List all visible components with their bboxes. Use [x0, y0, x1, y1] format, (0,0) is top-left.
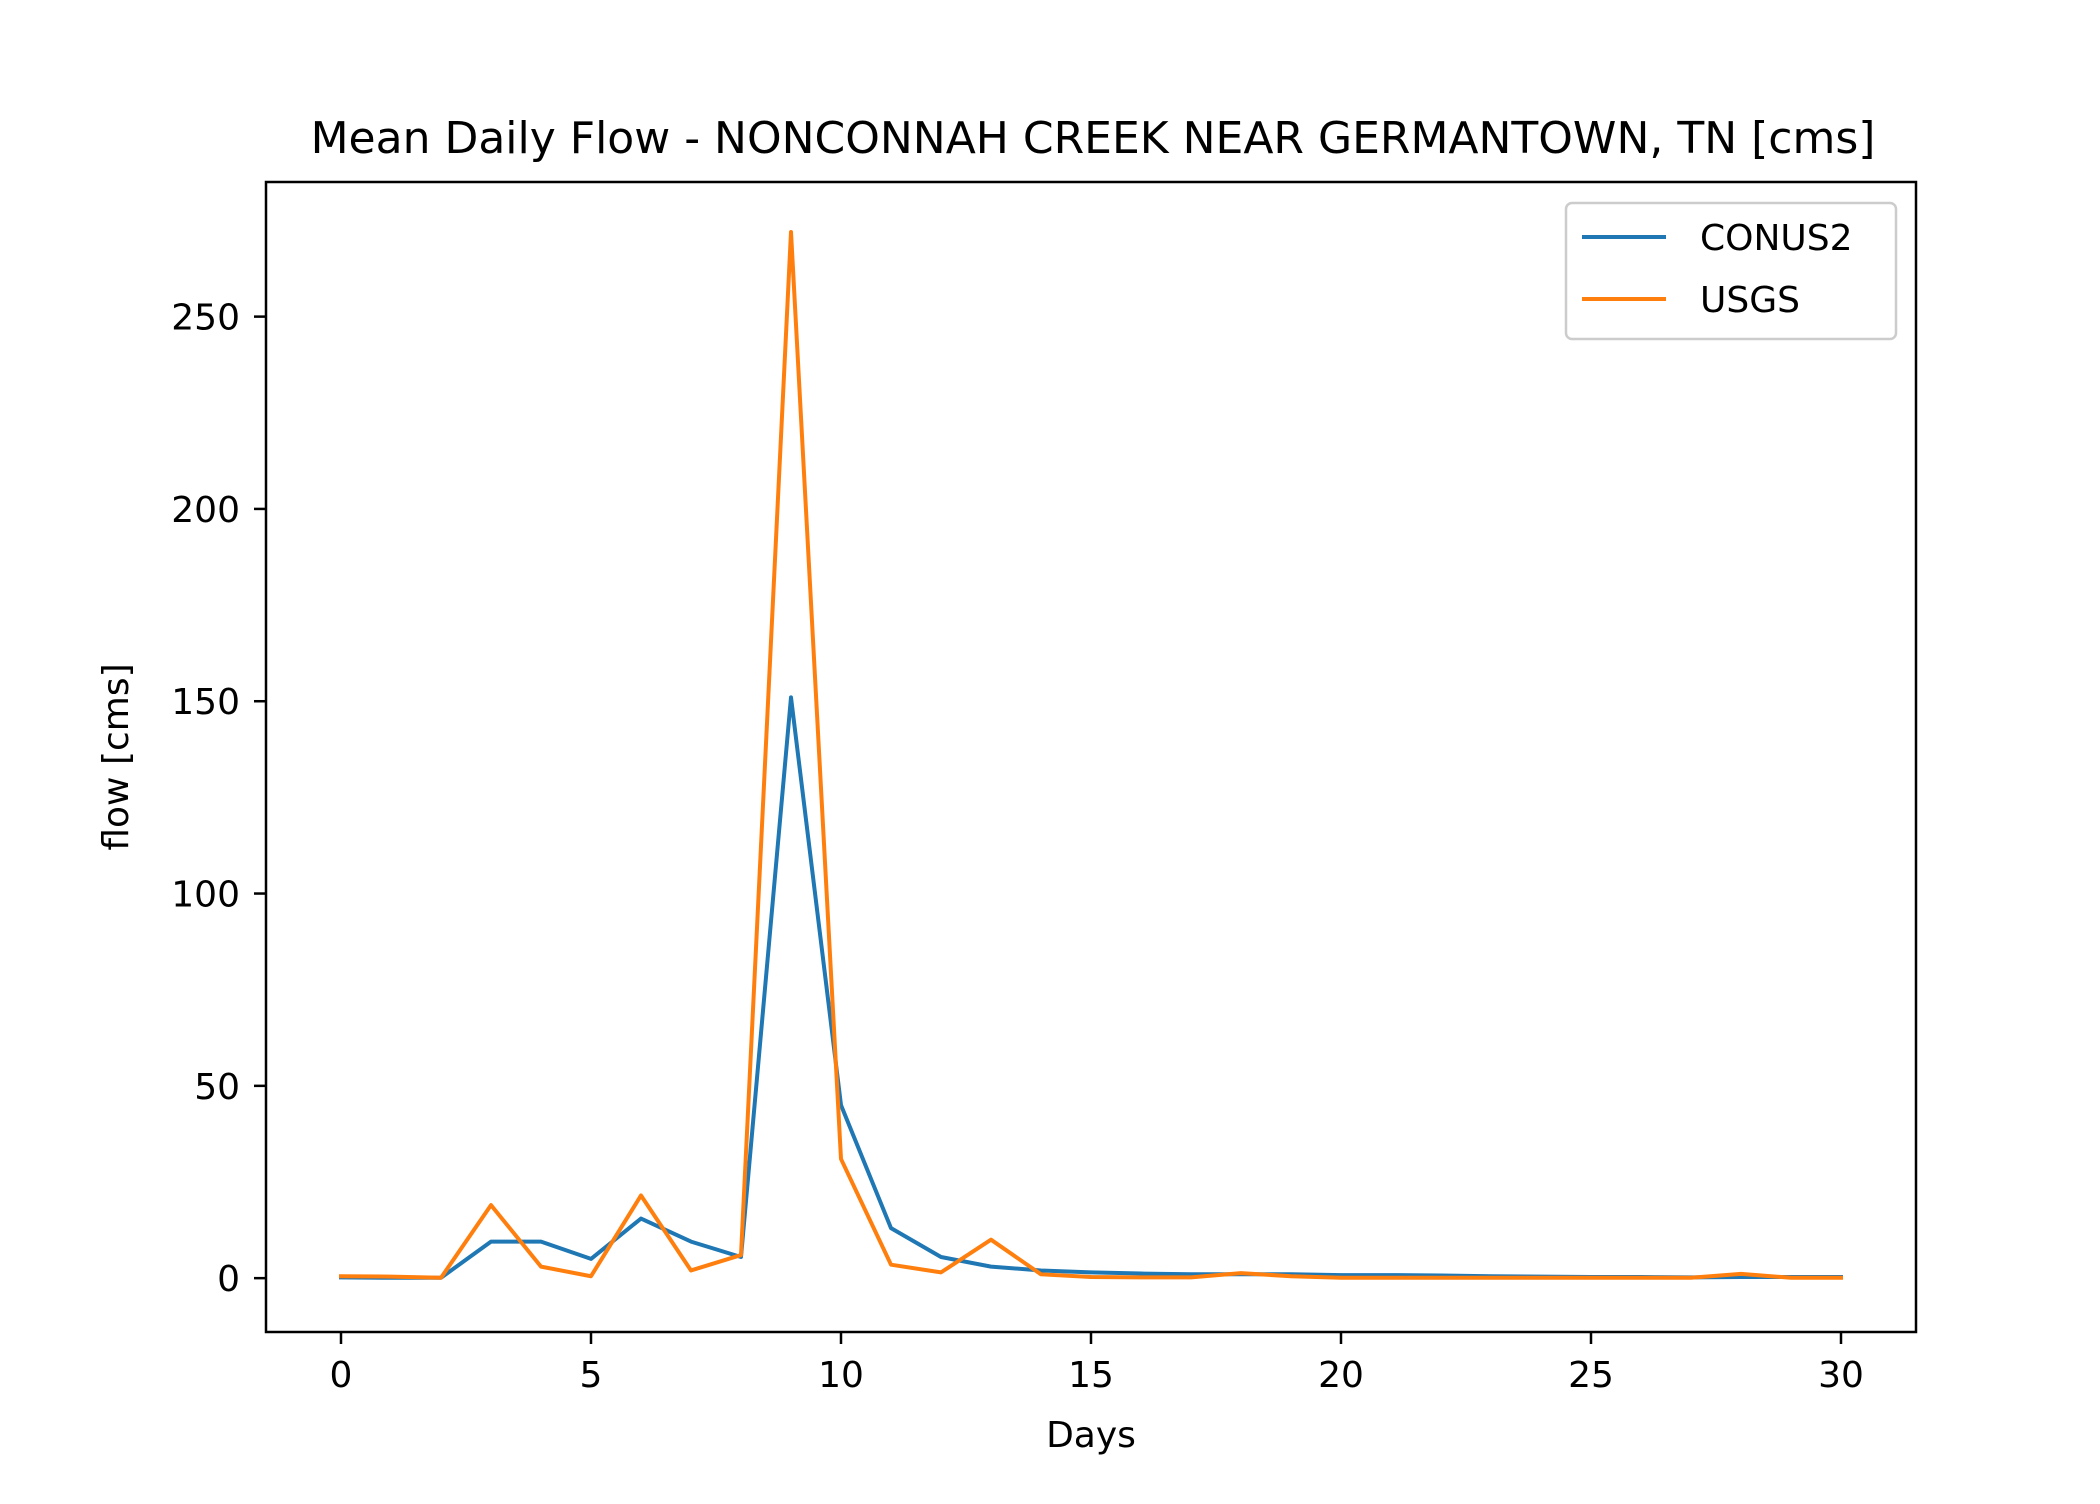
x-tick-label: 20	[1318, 1355, 1364, 1396]
series-line-usgs	[338, 230, 1843, 1280]
y-tick-label: 50	[194, 1067, 240, 1108]
y-tick-label: 200	[171, 490, 240, 531]
x-axis-label: Days	[1046, 1415, 1136, 1456]
legend-label-usgs: USGS	[1700, 280, 1800, 321]
legend-label-conus2: CONUS2	[1700, 218, 1853, 259]
chart-title: Mean Daily Flow - NONCONNAH CREEK NEAR G…	[311, 113, 1876, 164]
y-tick-label: 150	[171, 682, 240, 723]
legend: CONUS2 USGS	[1564, 201, 1898, 341]
x-tick-label: 15	[1068, 1355, 1114, 1396]
x-tick-label: 25	[1568, 1355, 1614, 1396]
x-tick-label: 10	[818, 1355, 864, 1396]
y-tick-label: 250	[171, 298, 240, 339]
y-tick-label: 100	[171, 875, 240, 916]
x-tick-label: 30	[1818, 1355, 1864, 1396]
y-axis-label: flow [cms]	[96, 663, 137, 850]
x-tick-label: 0	[330, 1355, 353, 1396]
x-tick-label: 5	[580, 1355, 603, 1396]
y-tick-label: 0	[217, 1259, 240, 1300]
